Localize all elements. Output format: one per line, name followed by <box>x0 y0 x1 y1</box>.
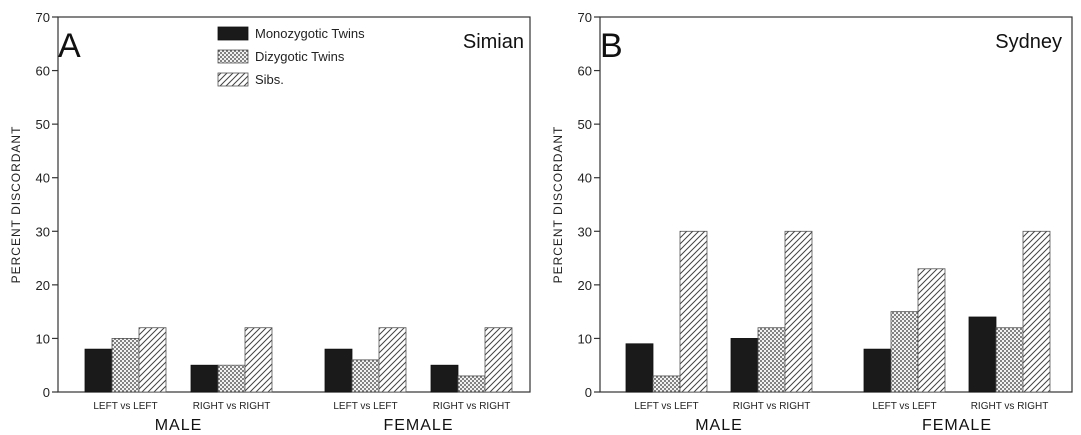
legend-label: Dizygotic Twins <box>255 49 345 64</box>
y-tick-label: 70 <box>36 10 50 25</box>
y-tick-label: 70 <box>578 10 592 25</box>
panel-letter: B <box>600 27 623 65</box>
bar-hatch <box>138 327 167 393</box>
plot-frame <box>57 16 531 393</box>
bar-hatch <box>1022 230 1051 393</box>
bar-hatch <box>784 230 813 393</box>
bar-hatch <box>378 327 407 393</box>
bar-solid <box>863 348 892 393</box>
group-label: MALE <box>695 417 743 434</box>
bar-solid <box>84 348 113 393</box>
category-label: RIGHT vs RIGHT <box>733 401 811 412</box>
bar-dots <box>457 375 486 393</box>
category-label: LEFT vs LEFT <box>872 401 936 412</box>
category-label: RIGHT vs RIGHT <box>971 401 1049 412</box>
y-tick-label: 20 <box>36 278 50 293</box>
bar-dots <box>111 338 140 393</box>
y-tick-label: 60 <box>36 64 50 79</box>
plot-frame <box>599 16 1073 393</box>
legend-swatch-solid <box>217 26 249 41</box>
bar-hatch <box>244 327 273 393</box>
y-tick-label: 0 <box>43 385 50 400</box>
group-label: FEMALE <box>922 417 992 434</box>
bar-dots <box>652 375 681 393</box>
y-tick-label: 30 <box>36 224 50 239</box>
legend-label: Monozygotic Twins <box>255 26 365 41</box>
group-label: MALE <box>155 417 203 434</box>
panel-A: 0 10 20 30 40 50 60 70 PERCENT DISCORDANT A Simian… <box>9 10 531 434</box>
panel-letter: A <box>58 27 81 65</box>
y-tick-label: 10 <box>578 331 592 346</box>
y-tick-label: 20 <box>578 278 592 293</box>
bar-solid <box>968 316 997 393</box>
y-tick-label: 50 <box>578 117 592 132</box>
category-label: RIGHT vs RIGHT <box>193 401 271 412</box>
y-tick-label: 60 <box>578 64 592 79</box>
bar-hatch <box>679 230 708 393</box>
bar-solid <box>730 338 759 393</box>
bar-hatch <box>484 327 513 393</box>
category-label: LEFT vs LEFT <box>333 401 397 412</box>
y-tick-label: 30 <box>578 224 592 239</box>
bar-dots <box>217 364 246 393</box>
legend-swatch-hatch <box>217 72 249 87</box>
bar-dots <box>351 359 380 393</box>
y-tick-label: 40 <box>578 171 592 186</box>
panel-title: Sydney <box>995 31 1062 53</box>
y-axis-label: PERCENT DISCORDANT <box>9 126 23 284</box>
bar-hatch <box>917 268 946 393</box>
legend-swatch-dots <box>217 49 249 64</box>
bar-solid <box>324 348 353 393</box>
group-label: FEMALE <box>383 417 453 434</box>
y-tick-label: 50 <box>36 117 50 132</box>
y-axis-label: PERCENT DISCORDANT <box>551 126 565 284</box>
legend: Monozygotic Twins Dizygotic Twins Sibs. <box>217 26 365 87</box>
category-label: RIGHT vs RIGHT <box>433 401 511 412</box>
bar-solid <box>625 343 654 393</box>
panel-B: 0 10 20 30 40 50 60 70 PERCENT DISCORDANT B Sydney… <box>551 10 1073 434</box>
category-label: LEFT vs LEFT <box>93 401 157 412</box>
panel-title: Simian <box>463 31 524 53</box>
bar-dots <box>890 311 919 393</box>
bar-solid <box>190 364 219 393</box>
category-label: LEFT vs LEFT <box>634 401 698 412</box>
y-tick-label: 10 <box>36 331 50 346</box>
bar-dots <box>757 327 786 393</box>
bar-dots <box>995 327 1024 393</box>
bar-solid <box>430 364 459 393</box>
y-tick-label: 40 <box>36 171 50 186</box>
y-tick-label: 0 <box>585 385 592 400</box>
legend-label: Sibs. <box>255 72 284 87</box>
